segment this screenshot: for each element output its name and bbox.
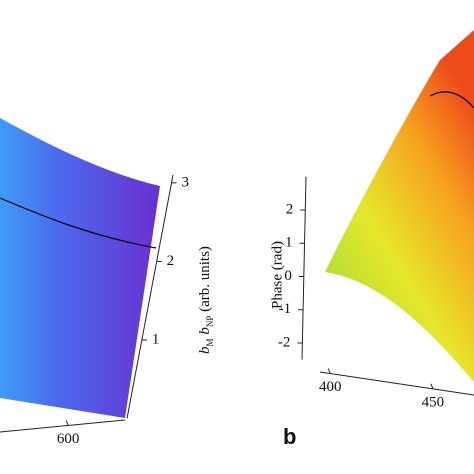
z-tick-label: -1	[279, 301, 292, 317]
z-tick-label: 0	[284, 268, 292, 284]
tick-mark	[430, 383, 434, 390]
x-tick-label: 450	[422, 394, 445, 410]
z-tick-label: 3	[182, 174, 190, 190]
z-tick-label: 2	[286, 201, 294, 217]
label-part: M	[205, 338, 215, 346]
z-axis-label: bM bNP (arb. units)	[197, 246, 215, 354]
z-tick-label: 2	[167, 253, 175, 269]
x-tick-label: 400	[319, 379, 342, 395]
x-tick-label: 600	[57, 431, 80, 447]
z-tick-label: 1	[152, 331, 160, 347]
surface	[0, 118, 160, 418]
x-axis	[0, 419, 126, 433]
label-part: b	[197, 346, 213, 354]
tick-mark	[327, 368, 331, 374]
z-tick-label: 1	[285, 235, 293, 251]
contour-line	[0, 197, 157, 249]
z-axis-label: Phase (rad)	[269, 241, 285, 309]
label-part: (arb. units)	[197, 246, 213, 316]
surface	[325, 30, 474, 382]
label-part: NP	[205, 316, 215, 328]
tick-mark	[65, 420, 69, 426]
z-axis	[301, 176, 307, 360]
contour-line	[429, 91, 474, 109]
label-part: b	[197, 327, 213, 339]
z-axis	[126, 174, 174, 419]
x-axis	[319, 371, 474, 396]
z-tick-label: -2	[278, 334, 291, 350]
panel-label: b	[283, 424, 296, 449]
